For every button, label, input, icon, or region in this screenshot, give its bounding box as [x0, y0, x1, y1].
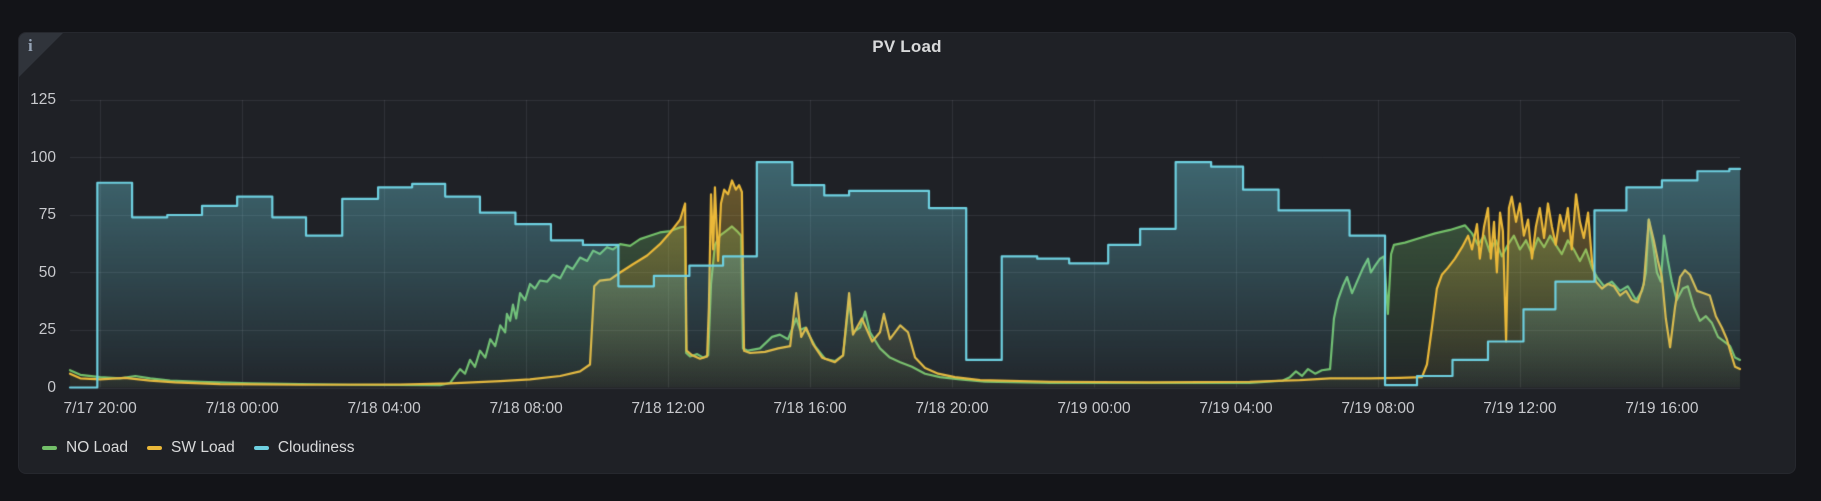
legend-label: NO Load [66, 439, 129, 456]
legend-label: SW Load [171, 439, 235, 456]
legend-item-no-load[interactable]: NO Load [42, 438, 128, 458]
x-tick-label: 7/19 08:00 [1341, 400, 1415, 417]
x-tick-label: 7/18 20:00 [915, 400, 989, 417]
y-tick-label: 0 [47, 379, 56, 396]
legend-swatch-icon [147, 445, 163, 451]
legend-item-sw-load[interactable]: SW Load [147, 438, 235, 458]
legend-swatch-icon [253, 445, 269, 451]
x-tick-label: 7/18 08:00 [489, 400, 563, 417]
y-tick-label: 50 [38, 263, 56, 281]
legend-swatch-icon [42, 445, 57, 451]
x-tick-label: 7/19 12:00 [1483, 400, 1557, 417]
y-tick-label: 75 [38, 206, 56, 224]
x-tick-label: 7/19 00:00 [1057, 400, 1131, 417]
x-tick-label: 7/19 16:00 [1625, 400, 1699, 417]
x-tick-label: 7/18 12:00 [631, 400, 705, 417]
legend: NO Load SW Load Cloudiness [42, 438, 355, 458]
y-tick-label: 125 [30, 91, 56, 109]
x-tick-label: 7/18 16:00 [773, 400, 847, 417]
legend-label: Cloudiness [277, 439, 355, 456]
x-tick-label: 7/18 04:00 [347, 400, 421, 417]
x-tick-label: 7/18 00:00 [205, 400, 279, 417]
y-tick-label: 25 [38, 321, 56, 339]
x-tick-label: 7/17 20:00 [63, 400, 137, 417]
y-tick-label: 100 [30, 148, 56, 166]
legend-item-cloudiness[interactable]: Cloudiness [253, 438, 355, 458]
x-tick-label: 7/19 04:00 [1199, 400, 1273, 417]
